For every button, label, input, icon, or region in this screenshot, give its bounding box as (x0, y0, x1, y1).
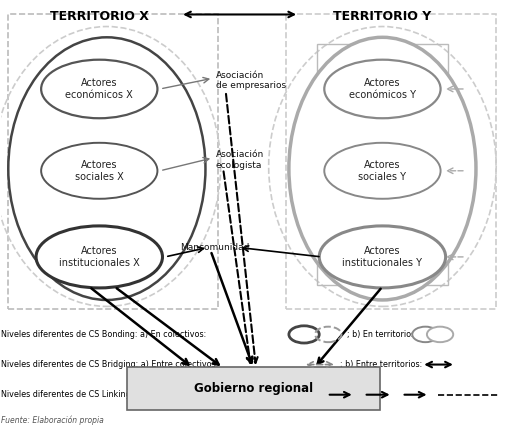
Text: Actores
institucionales X: Actores institucionales X (59, 246, 139, 268)
Text: Actores
institucionales Y: Actores institucionales Y (342, 246, 422, 268)
Ellipse shape (412, 327, 439, 342)
Ellipse shape (41, 143, 158, 199)
Text: ; b) Entre territorios:: ; b) Entre territorios: (341, 360, 423, 369)
Text: Mancomunidad: Mancomunidad (180, 243, 249, 252)
Bar (317, 44, 448, 285)
Text: Niveles diferentes de CS Linking: a) Entre colectivos y organizaciones:: Niveles diferentes de CS Linking: a) Ent… (1, 390, 283, 399)
Text: TERRITORIO Y: TERRITORIO Y (333, 10, 431, 23)
Text: Gobierno regional: Gobierno regional (194, 382, 313, 395)
Text: Actores
sociales X: Actores sociales X (75, 160, 124, 181)
Text: Niveles diferentes de CS Bridging: a) Entre colectivos:: Niveles diferentes de CS Bridging: a) En… (1, 360, 218, 369)
Text: TERRITORIO X: TERRITORIO X (50, 10, 149, 23)
Text: Actores
sociales Y: Actores sociales Y (358, 160, 407, 181)
Text: Asociación
ecologista: Asociación ecologista (215, 150, 264, 170)
Ellipse shape (427, 327, 453, 342)
Text: Fuente: Elaboración propia: Fuente: Elaboración propia (1, 415, 103, 425)
Ellipse shape (324, 60, 441, 118)
Ellipse shape (289, 37, 476, 300)
FancyBboxPatch shape (127, 367, 380, 410)
Text: ; b) En territorios:: ; b) En territorios: (347, 330, 418, 339)
Ellipse shape (41, 60, 158, 118)
Ellipse shape (319, 226, 446, 288)
Text: Asociación
de empresarios: Asociación de empresarios (215, 71, 286, 90)
Bar (286, 14, 496, 308)
Text: Niveles diferentes de CS Bonding: a) En colectivos:: Niveles diferentes de CS Bonding: a) En … (1, 330, 206, 339)
Text: Actores
económicos Y: Actores económicos Y (349, 78, 416, 100)
Ellipse shape (324, 143, 441, 199)
Text: Actores
económicos X: Actores económicos X (65, 78, 133, 100)
Ellipse shape (36, 226, 162, 288)
Bar (8, 14, 218, 308)
